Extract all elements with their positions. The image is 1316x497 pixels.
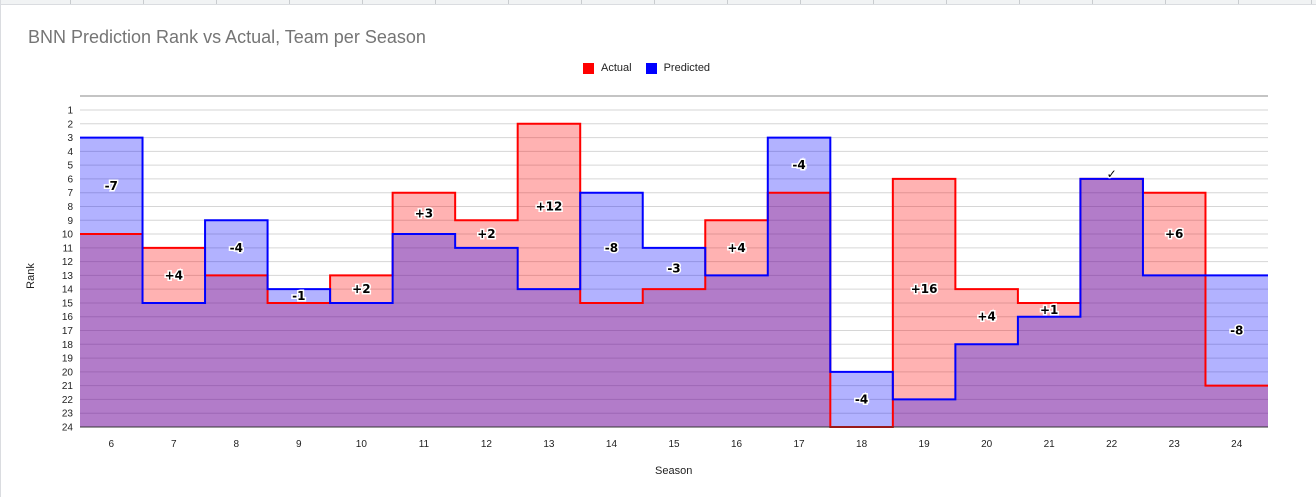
strip-divider [581, 0, 582, 4]
spreadsheet-column-strip [0, 0, 1316, 5]
series-line-actual [80, 122, 1268, 428]
annotation-label: +4 [165, 268, 183, 282]
y-tick-label: 12 [62, 257, 74, 268]
y-tick-label: 18 [62, 340, 74, 351]
y-tick-label: 3 [67, 133, 73, 144]
legend-label-predicted: Predicted [663, 62, 711, 74]
y-tick-label: 13 [62, 271, 74, 282]
strip-divider [216, 0, 217, 4]
y-tick-label: 11 [63, 243, 74, 254]
x-tick-label: 10 [356, 439, 368, 450]
x-tick-label: 23 [1169, 439, 1181, 450]
strip-divider [1165, 0, 1166, 4]
strip-divider [143, 0, 144, 4]
y-tick-label: 8 [67, 202, 73, 213]
annotation-label: -8 [605, 241, 618, 255]
x-tick-label: 20 [981, 439, 993, 450]
annotation-label: -7 [105, 179, 118, 193]
x-tick-label: 7 [171, 439, 177, 450]
y-tick-label: 6 [67, 174, 73, 185]
annotation-label: -4 [230, 241, 243, 255]
annotation-label: -3 [667, 262, 680, 276]
annotation-label: +4 [977, 310, 995, 324]
annotation-label: +2 [477, 227, 495, 241]
x-tick-label: 6 [108, 439, 114, 450]
y-tick-label: 19 [62, 354, 74, 365]
annotation-label: +6 [1165, 227, 1183, 241]
x-tick-label: 12 [481, 439, 493, 450]
annotation-label: +1 [1040, 303, 1058, 317]
annotation-label: -1 [292, 289, 305, 303]
y-tick-label: 5 [67, 161, 73, 172]
x-tick-label: 14 [606, 439, 618, 450]
series-area-predicted [80, 137, 1268, 427]
x-tick-label: 11 [419, 439, 430, 450]
y-tick-label: 4 [67, 147, 73, 158]
strip-divider [1092, 0, 1093, 4]
annotation-label: +2 [352, 282, 370, 296]
y-tick-label: 17 [62, 326, 74, 337]
x-tick-label: 13 [543, 439, 555, 450]
legend-swatch-actual [583, 62, 594, 74]
y-tick-label: 1 [67, 106, 73, 117]
x-tick-label: 21 [1044, 439, 1056, 450]
strip-divider [654, 0, 655, 4]
annotation-label: -4 [792, 158, 805, 172]
annotation-label: +12 [536, 199, 563, 213]
y-tick-label: 24 [62, 423, 74, 434]
y-tick-label: 20 [62, 367, 74, 378]
chart-legend: Actual Predicted [583, 61, 724, 75]
strip-divider [1311, 0, 1312, 4]
legend-item-actual[interactable]: Actual [583, 62, 632, 74]
y-tick-label: 10 [62, 230, 74, 241]
x-tick-label: 18 [856, 439, 868, 450]
strip-divider [727, 0, 728, 4]
y-tick-label: 7 [67, 188, 73, 199]
y-tick-label: 21 [62, 381, 74, 392]
chart-title: BNN Prediction Rank vs Actual, Team per … [28, 27, 426, 47]
strip-divider [1238, 0, 1239, 4]
strip-divider [873, 0, 874, 4]
strip-divider [70, 0, 71, 4]
y-tick-label: 23 [62, 409, 74, 420]
strip-divider [946, 0, 947, 4]
x-tick-label: 19 [919, 439, 931, 450]
strip-divider [289, 0, 290, 4]
y-tick-label: 14 [62, 285, 74, 296]
strip-divider [508, 0, 509, 4]
y-tick-label: 2 [67, 119, 73, 130]
annotation-label: +3 [415, 206, 433, 220]
x-tick-label: 24 [1231, 439, 1243, 450]
x-tick-label: 16 [731, 439, 743, 450]
annotation-label: -8 [1230, 324, 1243, 338]
strip-divider [1019, 0, 1020, 4]
legend-swatch-predicted [645, 62, 657, 74]
annotation-label: +16 [911, 282, 938, 296]
legend-label-actual: Actual [601, 62, 632, 74]
x-axis-title: Season [655, 465, 693, 477]
x-tick-label: 15 [668, 439, 680, 450]
annotation-label: +4 [727, 241, 745, 255]
x-tick-label: 17 [793, 439, 805, 450]
legend-item-predicted[interactable]: Predicted [645, 62, 711, 74]
annotation-label: -4 [855, 392, 868, 406]
strip-divider [435, 0, 436, 4]
x-tick-label: 9 [296, 439, 302, 450]
strip-divider [800, 0, 801, 4]
y-tick-label: 15 [62, 298, 74, 309]
x-tick-label: 22 [1106, 439, 1118, 450]
y-tick-label: 16 [62, 312, 74, 323]
frame-border [0, 0, 1, 497]
annotation-label: ✓ [1107, 167, 1117, 181]
series-line-predicted [80, 136, 1268, 401]
y-tick-label: 22 [62, 395, 74, 406]
strip-divider [362, 0, 363, 4]
x-tick-label: 8 [234, 439, 240, 450]
series-area-actual [80, 123, 1268, 428]
y-tick-label: 9 [67, 216, 73, 227]
